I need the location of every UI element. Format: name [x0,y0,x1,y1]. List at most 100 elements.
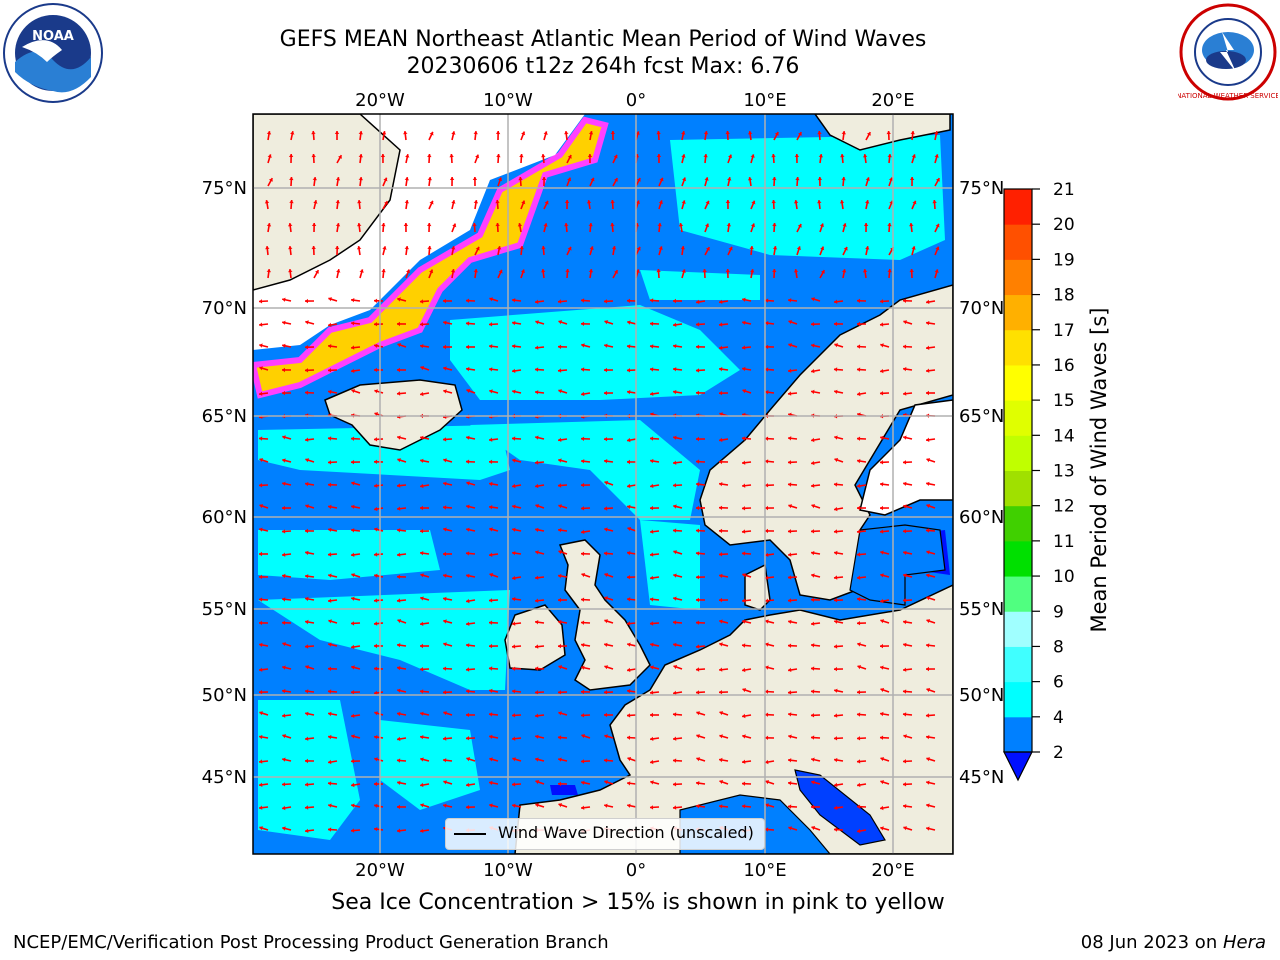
colorbar-segment [1004,400,1032,436]
wind-arrow-head [819,223,824,227]
wind-arrow-head [581,689,584,695]
wind-arrow-head [489,344,493,349]
wind-arrow-head [696,368,700,373]
wind-arrow-head [351,389,355,394]
wind-arrow-head [650,436,654,441]
wind-arrow-head [771,200,776,204]
wind-arrow-head [903,435,907,440]
wind-arrow-head [512,736,516,741]
wind-arrow-head [351,803,355,808]
wind-arrow-head [704,177,709,181]
wind-arrow-head [926,503,931,509]
wind-arrow-head [489,459,493,464]
wind-arrow-head [429,200,434,205]
wind-arrow-head [627,713,631,718]
wind-arrow-head [381,223,386,227]
wind-arrow-head [558,550,562,555]
wind-arrow-head [420,573,424,578]
wind-arrow-head [742,483,746,488]
wind-arrow-head [727,177,732,181]
wind-arrow-head [466,643,470,648]
wind-arrow-head [742,573,746,578]
wind-arrow-head [420,803,424,808]
wind-arrow-head [558,597,561,603]
wind-arrow-head [282,552,286,557]
colorbar-tick-label: 16 [1053,356,1075,376]
wind-arrow-head [535,666,539,671]
wind-arrow-head [535,460,539,465]
wind-arrow-head [705,247,710,251]
wind-arrow-head [857,665,861,670]
colorbar [1004,189,1032,753]
wind-arrow-head [926,573,930,578]
wind-arrow-head [420,344,424,349]
wind-arrow-head [328,689,332,694]
wind-arrow-head [650,736,654,741]
wind-arrow-head [834,457,839,463]
wind-arrow-head [259,527,263,532]
wind-arrow-head [857,736,861,741]
wind-arrow-head [288,269,293,273]
wind-arrow-head [705,223,710,228]
wind-arrow-head [512,713,516,718]
wind-arrow-head [351,596,355,601]
wind-arrow-head [788,667,792,673]
wind-arrow-head [880,687,885,693]
wind-arrow-head [266,269,271,273]
wind-arrow-head [765,505,768,511]
wind-arrow-head [397,391,401,396]
wind-arrow-head [305,711,309,716]
wind-arrow-head [581,367,585,372]
wind-arrow-head [451,246,456,250]
wind-arrow-head [771,154,776,158]
wind-arrow-head [351,368,355,374]
wind-arrow-head [374,527,378,532]
wind-arrow-head [696,734,700,739]
wind-arrow-head [719,619,723,624]
wind-arrow-head [282,320,286,325]
wind-arrow-head [466,321,470,326]
wind-arrow-head [335,177,341,181]
wind-arrow-head [374,298,378,303]
wind-arrow-head [765,367,769,372]
wind-arrow-head [788,734,792,739]
wind-arrow-head [903,689,907,694]
wind-arrow-head [581,506,585,511]
wind-arrow-head [820,270,825,274]
wind-arrow-head [726,223,731,227]
wind-arrow-head [466,366,470,372]
wind-arrow-head [381,131,387,135]
wind-arrow-head [356,246,362,250]
wind-arrow-head [328,827,332,832]
wind-arrow-head [335,246,340,250]
wind-arrow-head [374,757,378,762]
wind-arrow-head [466,481,470,486]
wind-arrow-head [535,367,539,372]
wind-arrow-head [581,572,586,578]
wind-arrow-head [765,803,769,808]
wind-arrow-head [857,298,861,303]
wind-arrow-head [903,481,907,486]
wind-arrow-head [748,131,753,135]
wind-arrow-head [535,483,539,489]
wind-arrow-head [315,270,319,274]
wind-arrow-head [313,200,318,204]
wind-arrow-head [420,391,424,397]
wind-arrow-head [742,436,746,441]
colorbar-tick-label: 10 [1053,567,1075,587]
wind-arrow-head [932,200,937,204]
wind-arrow-head [374,827,378,832]
wind-arrow-head [696,620,700,625]
wind-arrow-head [282,826,286,831]
wind-arrow-head [865,246,870,250]
wind-arrow-head [404,177,409,181]
wind-arrow-head [841,177,846,181]
wind-arrow-head [420,782,424,788]
wind-arrow-head [696,551,700,556]
wind-arrow-head [427,223,432,227]
wind-arrow-head [903,550,907,555]
wind-arrow-head [351,713,355,718]
wind-arrow-head [351,665,355,670]
wind-arrow-head [857,759,861,764]
wind-arrow-head [535,620,539,625]
